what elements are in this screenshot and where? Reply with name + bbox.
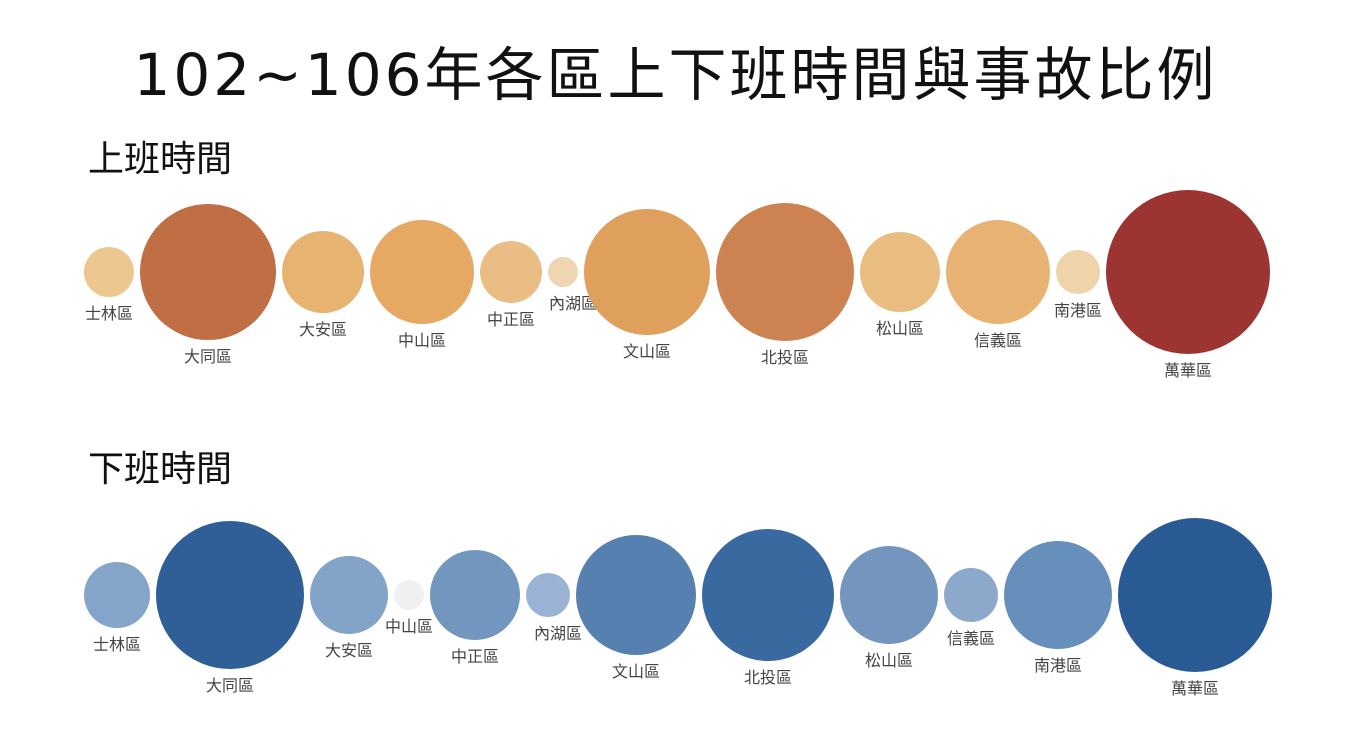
bubble-label: 南港區: [1054, 301, 1102, 320]
bubble-morning-9: [946, 220, 1050, 324]
bubble-morning-10: [1056, 250, 1100, 294]
bubble-label: 萬華區: [1171, 679, 1219, 698]
bubble-evening-11: [1118, 518, 1272, 672]
bubble-label: 北投區: [744, 668, 792, 687]
bubble-evening-2: [310, 556, 388, 634]
bubble-label: 信義區: [974, 331, 1022, 350]
bubble-morning-7: [716, 203, 854, 341]
bubble-morning-2: [282, 231, 364, 313]
bubble-label: 中正區: [451, 647, 499, 666]
bubble-label: 中山區: [398, 331, 446, 350]
chart-title: 102~106年各區上下班時間與事故比例: [133, 41, 1218, 109]
bubble-label: 大同區: [206, 676, 254, 695]
bubble-evening-10: [1004, 541, 1112, 649]
bubble-morning-8: [860, 232, 940, 312]
bubble-label: 大安區: [299, 320, 347, 339]
bubble-label: 文山區: [623, 342, 671, 361]
bubble-evening-7: [702, 529, 834, 661]
bubble-morning-4: [480, 241, 542, 303]
bubble-label: 北投區: [761, 348, 809, 367]
bubble-label: 內湖區: [549, 294, 597, 313]
bubble-evening-4: [430, 550, 520, 640]
bubble-morning-11: [1106, 190, 1270, 354]
bubble-label: 大安區: [325, 641, 373, 660]
bubble-evening-5: [526, 573, 570, 617]
bubble-evening-3: [394, 580, 424, 610]
bubble-evening-8: [840, 546, 938, 644]
bubble-evening-6: [576, 535, 696, 655]
bubble-label: 內湖區: [534, 624, 582, 643]
bubble-label: 中山區: [385, 617, 433, 636]
bubble-label: 信義區: [947, 629, 995, 648]
bubble-morning-1: [140, 204, 276, 340]
evening-section-title: 下班時間: [88, 449, 233, 490]
bubble-evening-9: [944, 568, 998, 622]
bubble-label: 士林區: [93, 635, 141, 654]
bubble-label: 士林區: [85, 304, 133, 323]
bubble-morning-3: [370, 220, 474, 324]
bubble-label: 松山區: [865, 651, 913, 670]
bubble-morning-6: [584, 209, 710, 335]
bubble-label: 文山區: [612, 662, 660, 681]
bubble-label: 萬華區: [1164, 361, 1212, 380]
morning-section-title: 上班時間: [88, 139, 233, 180]
bubble-label: 松山區: [876, 319, 924, 338]
bubble-evening-0: [84, 562, 150, 628]
bubble-label: 大同區: [184, 347, 232, 366]
bubble-morning-0: [84, 247, 134, 297]
bubble-morning-5: [548, 257, 578, 287]
bubble-evening-1: [156, 521, 304, 669]
bubble-label: 南港區: [1034, 656, 1082, 675]
bubble-label: 中正區: [487, 310, 535, 329]
